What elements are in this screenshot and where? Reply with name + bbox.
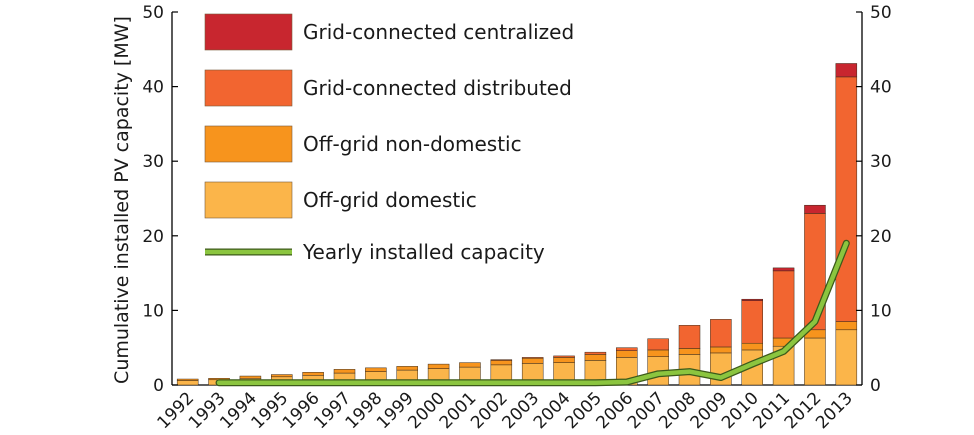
bar-segment bbox=[239, 375, 262, 379]
bar-segment bbox=[271, 374, 293, 378]
bar-segment bbox=[521, 357, 544, 364]
y-tick-label-left: 20 bbox=[142, 227, 164, 247]
bar-segment bbox=[804, 337, 826, 386]
bar-segment bbox=[176, 380, 199, 386]
bar-segment bbox=[553, 357, 575, 363]
y-tick-label-left: 40 bbox=[142, 78, 164, 98]
y-tick-label-left: 30 bbox=[142, 152, 164, 172]
bar-segment bbox=[427, 363, 450, 369]
bar-segment bbox=[584, 354, 607, 361]
bar-segment bbox=[710, 319, 732, 348]
yearly-line-layer bbox=[215, 239, 850, 387]
bar-segment bbox=[647, 338, 669, 351]
y-ticks-right: 0 10 20 30 40 50 bbox=[856, 3, 892, 396]
y-ticks-left: 0 10 20 30 40 50 bbox=[142, 3, 178, 396]
legend-label: Off-grid non-domestic bbox=[303, 132, 522, 156]
bar-segment bbox=[772, 270, 795, 339]
bar-segment bbox=[521, 357, 544, 359]
bar-segment bbox=[616, 350, 638, 358]
bar-segment bbox=[835, 76, 858, 322]
bar-segment bbox=[741, 300, 763, 344]
y-tick-label-left: 0 bbox=[153, 376, 164, 396]
bar-segment bbox=[584, 351, 607, 355]
bar-segment bbox=[678, 325, 701, 349]
bar-segment bbox=[490, 360, 513, 366]
y-tick-label-right: 0 bbox=[870, 376, 881, 396]
bar-segment bbox=[490, 359, 513, 361]
legend: Grid-connected centralized Grid-connected… bbox=[204, 13, 574, 264]
bar-segment bbox=[835, 321, 858, 331]
bar-segment bbox=[396, 366, 418, 371]
bar-segment bbox=[835, 329, 858, 386]
x-tick-labels: 1992199319941995199619971998199920002001… bbox=[153, 388, 856, 433]
y-axis-title: Cumulative installed PV capacity [MW] bbox=[111, 16, 133, 384]
bar-segment bbox=[333, 369, 356, 374]
legend-label: Grid-connected centralized bbox=[303, 20, 574, 44]
legend-swatch bbox=[204, 13, 293, 51]
legend-label: Yearly installed capacity bbox=[302, 240, 545, 264]
bars bbox=[176, 63, 858, 386]
legend-swatch bbox=[204, 69, 293, 107]
legend-swatch bbox=[204, 125, 293, 163]
bar-segment bbox=[616, 347, 638, 351]
bar-segment bbox=[741, 342, 763, 351]
y-tick-label-right: 30 bbox=[870, 152, 892, 172]
bar-segment bbox=[804, 204, 826, 214]
legend-swatch bbox=[204, 181, 293, 219]
bar-segment bbox=[302, 372, 324, 376]
y-tick-label-left: 10 bbox=[142, 301, 164, 321]
legend-label: Off-grid domestic bbox=[303, 188, 477, 212]
y-tick-label-right: 50 bbox=[870, 3, 892, 23]
y-tick-label-right: 40 bbox=[870, 78, 892, 98]
bar-segment bbox=[647, 349, 669, 357]
bar-segment bbox=[772, 267, 795, 272]
bar-segment bbox=[176, 378, 199, 381]
bar-segment bbox=[710, 346, 732, 354]
y-tick-label-right: 20 bbox=[870, 227, 892, 247]
bar-segment bbox=[553, 355, 575, 358]
yearly-line bbox=[216, 241, 849, 386]
x-tick-label: 2013 bbox=[812, 388, 857, 433]
y-tick-label-left: 50 bbox=[142, 3, 164, 23]
bar-segment bbox=[741, 298, 763, 301]
bar-segment bbox=[365, 367, 387, 372]
y-tick-label-right: 10 bbox=[870, 301, 892, 321]
bar-segment bbox=[459, 362, 481, 368]
bar-segment bbox=[678, 348, 701, 355]
bar-segment bbox=[835, 63, 858, 78]
legend-label: Grid-connected distributed bbox=[303, 76, 572, 100]
